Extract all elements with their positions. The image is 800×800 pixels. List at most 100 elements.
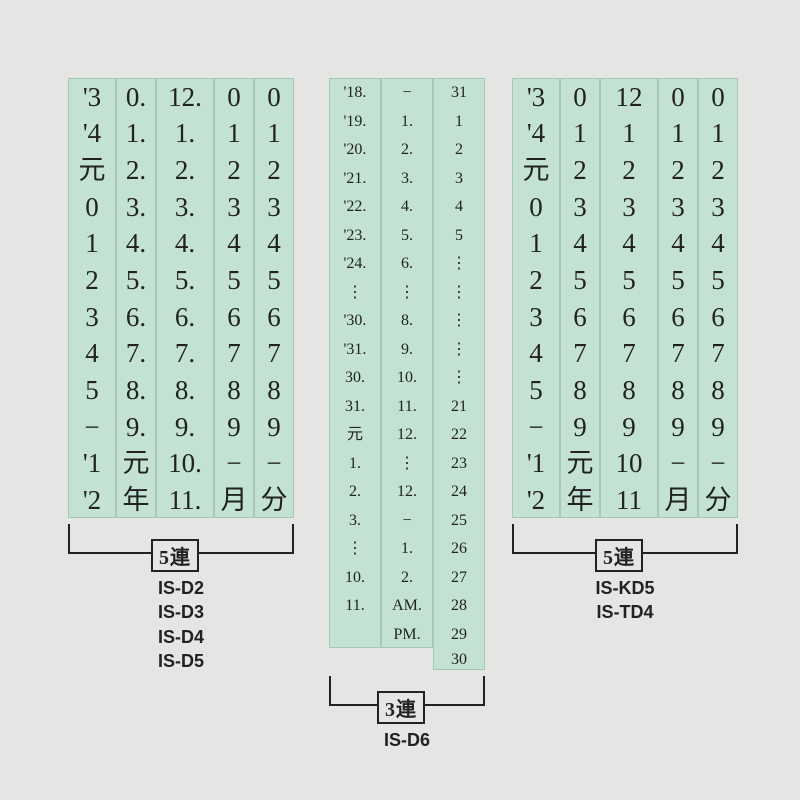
cell: 12. [382,421,432,450]
cell: 月 [659,482,697,519]
cell: 8 [699,372,737,409]
cell: '31. [330,336,380,365]
cell: 9 [659,409,697,446]
cell: '24. [330,250,380,279]
cell: 1 [699,116,737,153]
cell: 3. [157,189,213,226]
cell: 5 [69,372,115,409]
cell: 5. [382,222,432,251]
cell: 25 [434,507,484,536]
cell: 3. [117,189,155,226]
cell: 7. [117,336,155,373]
cell: 元 [330,421,380,450]
cell: 元 [117,446,155,483]
cell: 12 [601,79,657,116]
cell: 1 [434,108,484,137]
strip: 0123456789元年 [560,78,600,518]
cell: 11. [330,592,380,621]
cell: 7 [561,336,599,373]
strip: 0123456789−月 [214,78,254,518]
cell: 6 [601,299,657,336]
cell: 4 [659,226,697,263]
cell: 9 [601,409,657,446]
bracket-label: 3連 [377,691,425,724]
cell: − [215,446,253,483]
bracket-label: 5連 [595,539,643,572]
cell: 5 [215,262,253,299]
cell [330,621,380,650]
cell: 3 [255,189,293,226]
cell: 4 [215,226,253,263]
strip: 3112345⋮⋮⋮⋮⋮21222324252627282930 [433,78,485,670]
cell: 3. [382,165,432,194]
model-label: IS-D4 [68,625,294,649]
cell: 2 [255,152,293,189]
cell: 2 [659,152,697,189]
cell: 9. [382,336,432,365]
cell: 23 [434,450,484,479]
strip: '3'4元012345−'1'2 [68,78,116,518]
cell: '18. [330,79,380,108]
cell: 9 [255,409,293,446]
cell: 5 [434,222,484,251]
cell: 8. [382,307,432,336]
strip: '3'4元012345−'1'2 [512,78,560,518]
cell: 6 [699,299,737,336]
cell: 1. [117,116,155,153]
cell: ⋮ [434,307,484,336]
cell: 4 [601,226,657,263]
cell: 12. [382,478,432,507]
cell: 2. [157,152,213,189]
model-label: IS-TD4 [512,600,738,624]
cell: 26 [434,535,484,564]
cell: 1 [659,116,697,153]
cell: 5. [157,262,213,299]
cell: 7 [699,336,737,373]
cell: '2 [69,482,115,519]
cell: 3 [659,189,697,226]
cell: 30. [330,364,380,393]
cell: 10. [157,446,213,483]
cell: 8 [601,372,657,409]
cell: 2. [330,478,380,507]
cell: 9 [699,409,737,446]
bracket-label: 5連 [151,539,199,572]
cell: 5 [513,372,559,409]
cell: 0. [117,79,155,116]
model-list: IS-KD5IS-TD4 [512,576,738,625]
cell: 7 [215,336,253,373]
cell: 2 [699,152,737,189]
cell: 2 [513,262,559,299]
cell: 5 [699,262,737,299]
cell: 3. [330,507,380,536]
cell: 1. [157,116,213,153]
cell: ⋮ [330,535,380,564]
cell: 1 [215,116,253,153]
cell: 3 [601,189,657,226]
strip: 0.1.2.3.4.5.6.7.8.9.元年 [116,78,156,518]
cell: '30. [330,307,380,336]
strip: 0123456789−分 [254,78,294,518]
cell: '23. [330,222,380,251]
cell: 4 [255,226,293,263]
cell: − [513,409,559,446]
cell: 1 [601,116,657,153]
cell: '4 [69,116,115,153]
cell: 6 [561,299,599,336]
cell: 27 [434,564,484,593]
cell: 0 [69,189,115,226]
cell: ⋮ [330,279,380,308]
cell: 4. [157,226,213,263]
cell: 5 [255,262,293,299]
cell: 10 [601,446,657,483]
cell: 5 [659,262,697,299]
cell: 11. [157,482,213,519]
cell: 9. [157,409,213,446]
cell: 1. [382,108,432,137]
cell: 8 [561,372,599,409]
model-label: IS-KD5 [512,576,738,600]
model-list: IS-D6 [329,728,485,752]
strip: 0123456789−分 [698,78,738,518]
cell: 6 [659,299,697,336]
cell: 年 [561,482,599,519]
